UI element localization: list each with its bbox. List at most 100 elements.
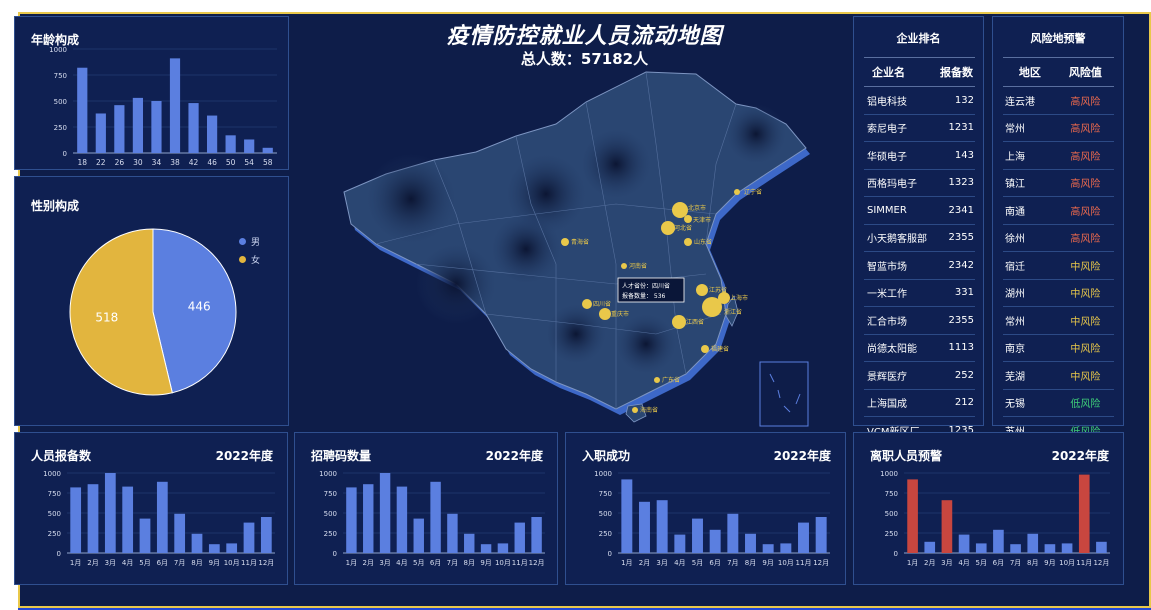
x-tick-label: 4月 — [674, 559, 685, 567]
table-row: 西格玛电子 1323 — [864, 169, 975, 197]
x-tick-label: 1月 — [621, 559, 632, 567]
enterprise-name: 华硕电子 — [864, 141, 930, 170]
risk-level: 高风险 — [1056, 196, 1114, 225]
bar — [1027, 533, 1039, 553]
y-tick-label: 1000 — [43, 470, 61, 478]
bar — [244, 139, 255, 153]
bar — [447, 513, 458, 553]
city-marker — [632, 407, 638, 413]
table-row: 徐州 高风险 — [1003, 224, 1114, 252]
enterprise-title: 企业排名 — [896, 32, 941, 45]
y-tick-label: 0 — [608, 550, 612, 558]
city-markers — [561, 189, 740, 413]
x-tick-label: 34 — [152, 158, 162, 167]
y-tick-label: 750 — [599, 490, 612, 498]
city-label: 海南省 — [640, 406, 658, 414]
city-marker — [702, 297, 722, 317]
bar — [798, 522, 809, 553]
enterprise-count: 2355 — [929, 306, 975, 335]
table-row: 索尼电子 1231 — [864, 114, 975, 142]
report-count-title: 人员报备数 — [31, 449, 92, 463]
city-marker — [672, 315, 686, 329]
city-marker — [561, 238, 569, 246]
city-label: 江西省 — [686, 318, 704, 326]
table-row: 尚德太阳能 1113 — [864, 334, 975, 362]
tooltip-line1: 人才省份：四川省 — [622, 282, 670, 290]
report-count-year: 2022年度 — [215, 449, 273, 463]
city-marker — [734, 189, 740, 195]
bar — [1061, 543, 1073, 553]
risk-level: 中风险 — [1056, 306, 1114, 335]
city-label: 重庆市 — [611, 310, 629, 318]
y-tick-label: 500 — [324, 510, 337, 518]
y-tick-label: 500 — [54, 98, 67, 106]
x-tick-label: 11月 — [241, 559, 257, 567]
table-row: 湖州 中风险 — [1003, 279, 1114, 307]
age-panel-title: 年龄构成 — [31, 33, 80, 47]
x-tick-label: 8月 — [1027, 559, 1038, 567]
y-tick-label: 250 — [599, 530, 612, 538]
enterprise-name: 索尼电子 — [864, 114, 930, 142]
risk-region: 常州 — [1003, 114, 1057, 142]
city-label: 广东省 — [662, 376, 680, 384]
city-label: 福建省 — [711, 345, 729, 353]
table-row: 常州 中风险 — [1003, 306, 1114, 335]
enterprise-count: 2341 — [929, 196, 975, 225]
bar — [243, 522, 255, 553]
bar — [122, 486, 134, 553]
x-tick-label: 1月 — [907, 559, 918, 567]
pie-slice — [152, 228, 237, 394]
x-tick-label: 12月 — [529, 559, 545, 567]
recruit-code-chart: 0 250 500 750 1000 1月 2月 3月 4月 5月 6月 7月 8月 9月 10月 11月 12… — [319, 470, 545, 567]
bar — [639, 501, 650, 553]
onboard-success-panel: 入职成功 2022年度 0 250 500 750 1000 1月 2月 3月 4月 5月 6月 7月… — [565, 432, 846, 585]
map-svg: 辽宁省 北京市 天津市 河北省 山东省 青海省 河南省 江苏省 上海市 浙江省 … — [343, 71, 810, 427]
city-marker — [661, 221, 675, 235]
risk-region: 无锡 — [1003, 389, 1057, 417]
table-row: 景辉医疗 252 — [864, 361, 975, 390]
city-label: 四川省 — [593, 300, 611, 308]
map-tooltip: 人才省份：四川省 报备数量： 536 — [617, 277, 685, 303]
risk-level: 中风险 — [1056, 279, 1114, 307]
bar — [815, 517, 827, 553]
recruit-code-year: 2022年度 — [485, 449, 543, 463]
risk-level: 中风险 — [1056, 361, 1114, 390]
bar — [379, 473, 391, 553]
city-marker — [684, 215, 692, 223]
y-tick-label: 0 — [333, 550, 337, 558]
city-marker — [582, 299, 592, 309]
risk-level: 高风险 — [1056, 169, 1114, 197]
legend-male-label: 男 — [251, 238, 261, 248]
heat-spot — [506, 154, 586, 234]
x-tick-label: 4月 — [958, 559, 969, 567]
risk-title: 风险地预警 — [1030, 32, 1086, 45]
enterprise-name: 上海国成 — [864, 389, 930, 417]
x-tick-label: 58 — [263, 158, 273, 167]
city-label: 江苏省 — [709, 286, 727, 294]
city-label: 上海市 — [730, 294, 748, 302]
risk-region: 上海 — [1003, 141, 1057, 170]
x-tick-label: 3月 — [379, 559, 390, 567]
x-tick-label: 5月 — [139, 559, 150, 567]
bar — [174, 513, 186, 553]
x-tick-label: 3月 — [941, 559, 952, 567]
bar — [464, 533, 475, 553]
south-sea-inset-dashes — [769, 373, 801, 413]
x-tick-label: 50 — [226, 158, 236, 167]
risk-region: 芜湖 — [1003, 361, 1057, 390]
x-tick-label: 46 — [207, 158, 217, 167]
bar — [262, 147, 273, 153]
enterprise-count: 331 — [929, 279, 975, 307]
y-tick-label: 1000 — [49, 46, 67, 54]
x-tick-label: 22 — [96, 158, 106, 167]
x-tick-label: 12月 — [258, 559, 274, 567]
y-tick-label: 500 — [885, 510, 898, 518]
y-tick-label: 0 — [894, 550, 898, 558]
risk-region: 湖州 — [1003, 279, 1057, 307]
table-row: 智蓝市场 2342 — [864, 251, 975, 280]
bar — [514, 522, 525, 553]
enterprise-count: 132 — [929, 86, 975, 115]
bar — [77, 67, 88, 153]
enterprise-count: 1323 — [929, 169, 975, 197]
x-tick-label: 9月 — [762, 559, 773, 567]
